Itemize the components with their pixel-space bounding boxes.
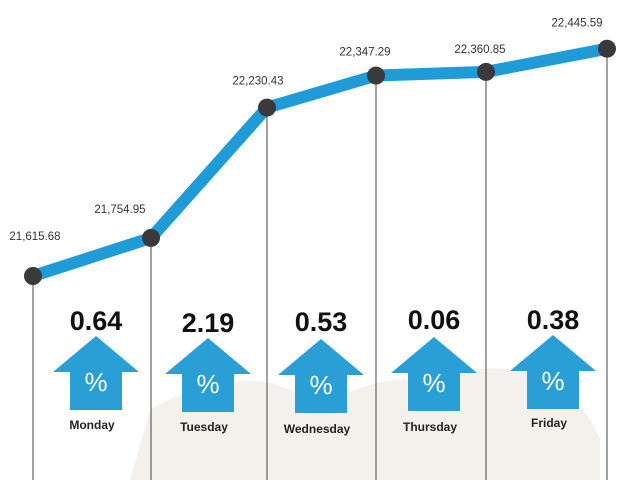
data-point-marker: [24, 267, 42, 285]
change-value: 0.38: [527, 305, 580, 335]
data-label: 21,754.95: [94, 204, 145, 216]
up-arrow-icon: [510, 335, 596, 409]
daily-change-group: 0.38% Friday: [510, 305, 596, 430]
change-value: 0.64: [70, 306, 123, 336]
background-watermark: [130, 368, 600, 480]
data-point-marker: [367, 66, 385, 85]
data-label: 21,615.68: [9, 231, 60, 243]
up-arrow-icon: [278, 339, 364, 413]
percent-icon: %: [309, 370, 332, 400]
day-label: Monday: [69, 418, 115, 432]
data-point-marker: [477, 62, 495, 81]
daily-changes-layer: 0.64% Monday 2.19% Tuesday 0.53% Wednesday 0.0…: [53, 305, 596, 436]
data-point-marker: [258, 98, 276, 117]
day-label: Friday: [531, 416, 567, 430]
day-label: Wednesday: [284, 422, 351, 436]
drop-lines: [32, 48, 608, 480]
change-value: 0.53: [295, 307, 348, 337]
series-line: [27, 42, 613, 282]
percent-icon: %: [84, 367, 107, 397]
up-arrow-icon: [53, 336, 139, 410]
change-value: 2.19: [182, 308, 235, 338]
data-label: 22,445.59: [551, 18, 602, 30]
change-value: 0.06: [408, 305, 461, 335]
daily-change-group: 0.06% Thursday: [391, 305, 477, 434]
data-label: 22,347.29: [339, 47, 390, 59]
percent-icon: %: [196, 369, 219, 399]
data-point-marker: [598, 39, 616, 58]
day-label: Thursday: [403, 420, 457, 434]
point-labels-layer: 21,615.68 21,754.95 22,230.43 22,347.29 22,3…: [9, 18, 602, 243]
up-arrow-icon: [391, 337, 477, 411]
percent-icon: %: [422, 368, 445, 398]
daily-change-group: 0.64% Monday: [53, 306, 139, 432]
data-point-marker: [142, 228, 160, 247]
daily-change-group: 0.53% Wednesday: [278, 307, 364, 436]
day-label: Tuesday: [180, 420, 228, 434]
series-line-layer: [27, 42, 613, 282]
percent-icon: %: [541, 366, 564, 396]
daily-change-group: 2.19% Tuesday: [165, 308, 251, 434]
data-label: 22,230.43: [232, 76, 283, 88]
data-label: 22,360.85: [454, 44, 505, 56]
markers-layer: [24, 39, 616, 285]
watermark-shape: [130, 368, 600, 480]
up-arrow-icon: [165, 338, 251, 412]
